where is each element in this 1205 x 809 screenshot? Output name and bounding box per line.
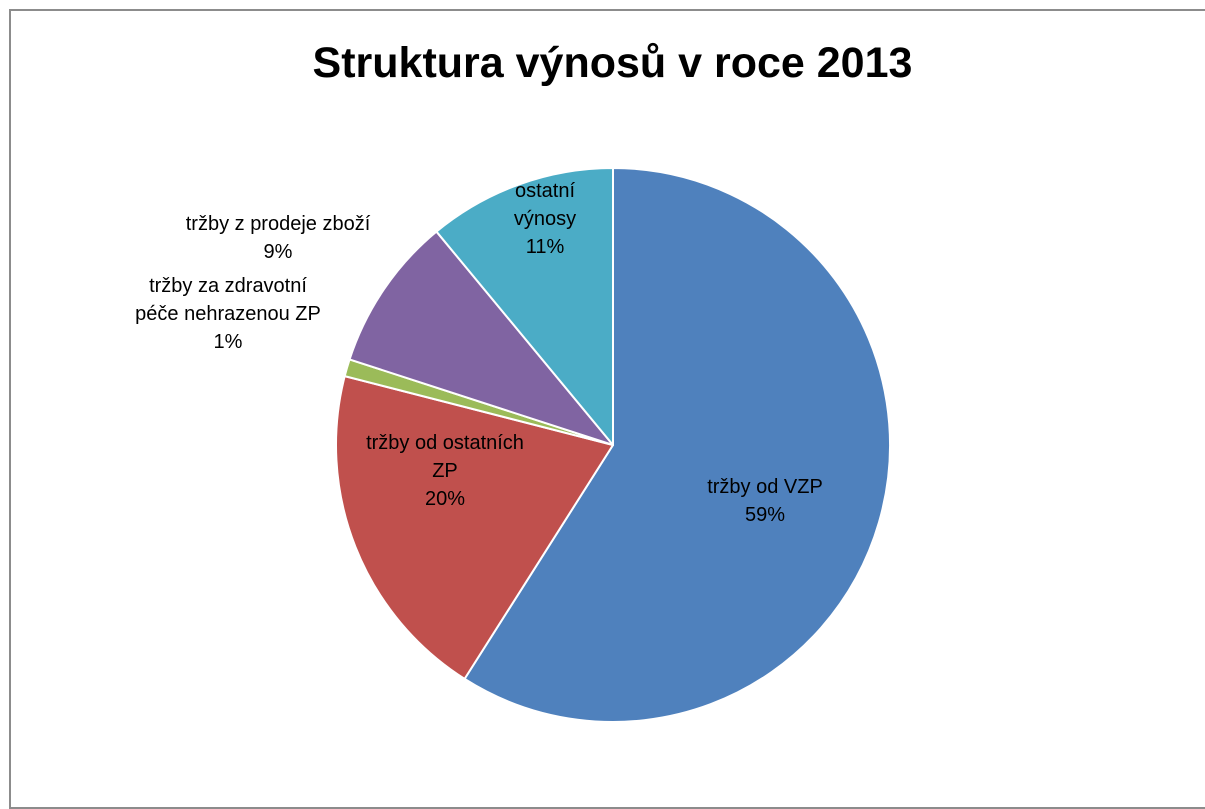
slice-label-3: tržby za zdravotní péče nehrazenou ZP 1% [135, 275, 321, 353]
slice-label-3-line-2: péče nehrazenou ZP [135, 303, 321, 325]
slice-label-1-line-2: 59% [745, 504, 785, 526]
pie-chart: tržby od VZP 59%tržby od ostatních ZP 20%tr… [135, 167, 891, 723]
slice-label-2: tržby od ostatních ZP 20% [366, 432, 524, 510]
slice-label-2-line-2: ZP [432, 460, 458, 482]
slice-label-5-line-3: 11% [526, 236, 565, 258]
slice-label-2-line-1: tržby od ostatních [366, 432, 524, 454]
slice-label-4: tržby z prodeje zboží 9% [186, 213, 371, 263]
pie-slice-4 [348, 230, 614, 446]
pie-slice-5 [435, 167, 614, 446]
pie-slices [335, 167, 891, 723]
slice-label-3-line-3: 1% [214, 331, 243, 353]
slice-label-5: ostatní výnosy 11% [514, 180, 576, 258]
slice-label-4-line-2: 9% [264, 241, 293, 263]
slice-label-5-line-1: ostatní [515, 180, 575, 202]
slice-label-4-line-1: tržby z prodeje zboží [186, 213, 371, 235]
chart-title: Struktura výnosů v roce 2013 [312, 39, 913, 87]
pie-slice-1 [463, 167, 891, 723]
slice-label-3-line-1: tržby za zdravotní [149, 275, 307, 297]
slice-label-2-line-3: 20% [425, 488, 465, 510]
slice-label-1: tržby od VZP 59% [707, 476, 823, 526]
slice-label-1-line-1: tržby od VZP [707, 476, 823, 498]
slice-label-5-line-2: výnosy [514, 208, 576, 230]
pie-slice-2 [335, 375, 614, 680]
slice-labels: tržby od VZP 59%tržby od ostatních ZP 20%tr… [135, 180, 823, 526]
